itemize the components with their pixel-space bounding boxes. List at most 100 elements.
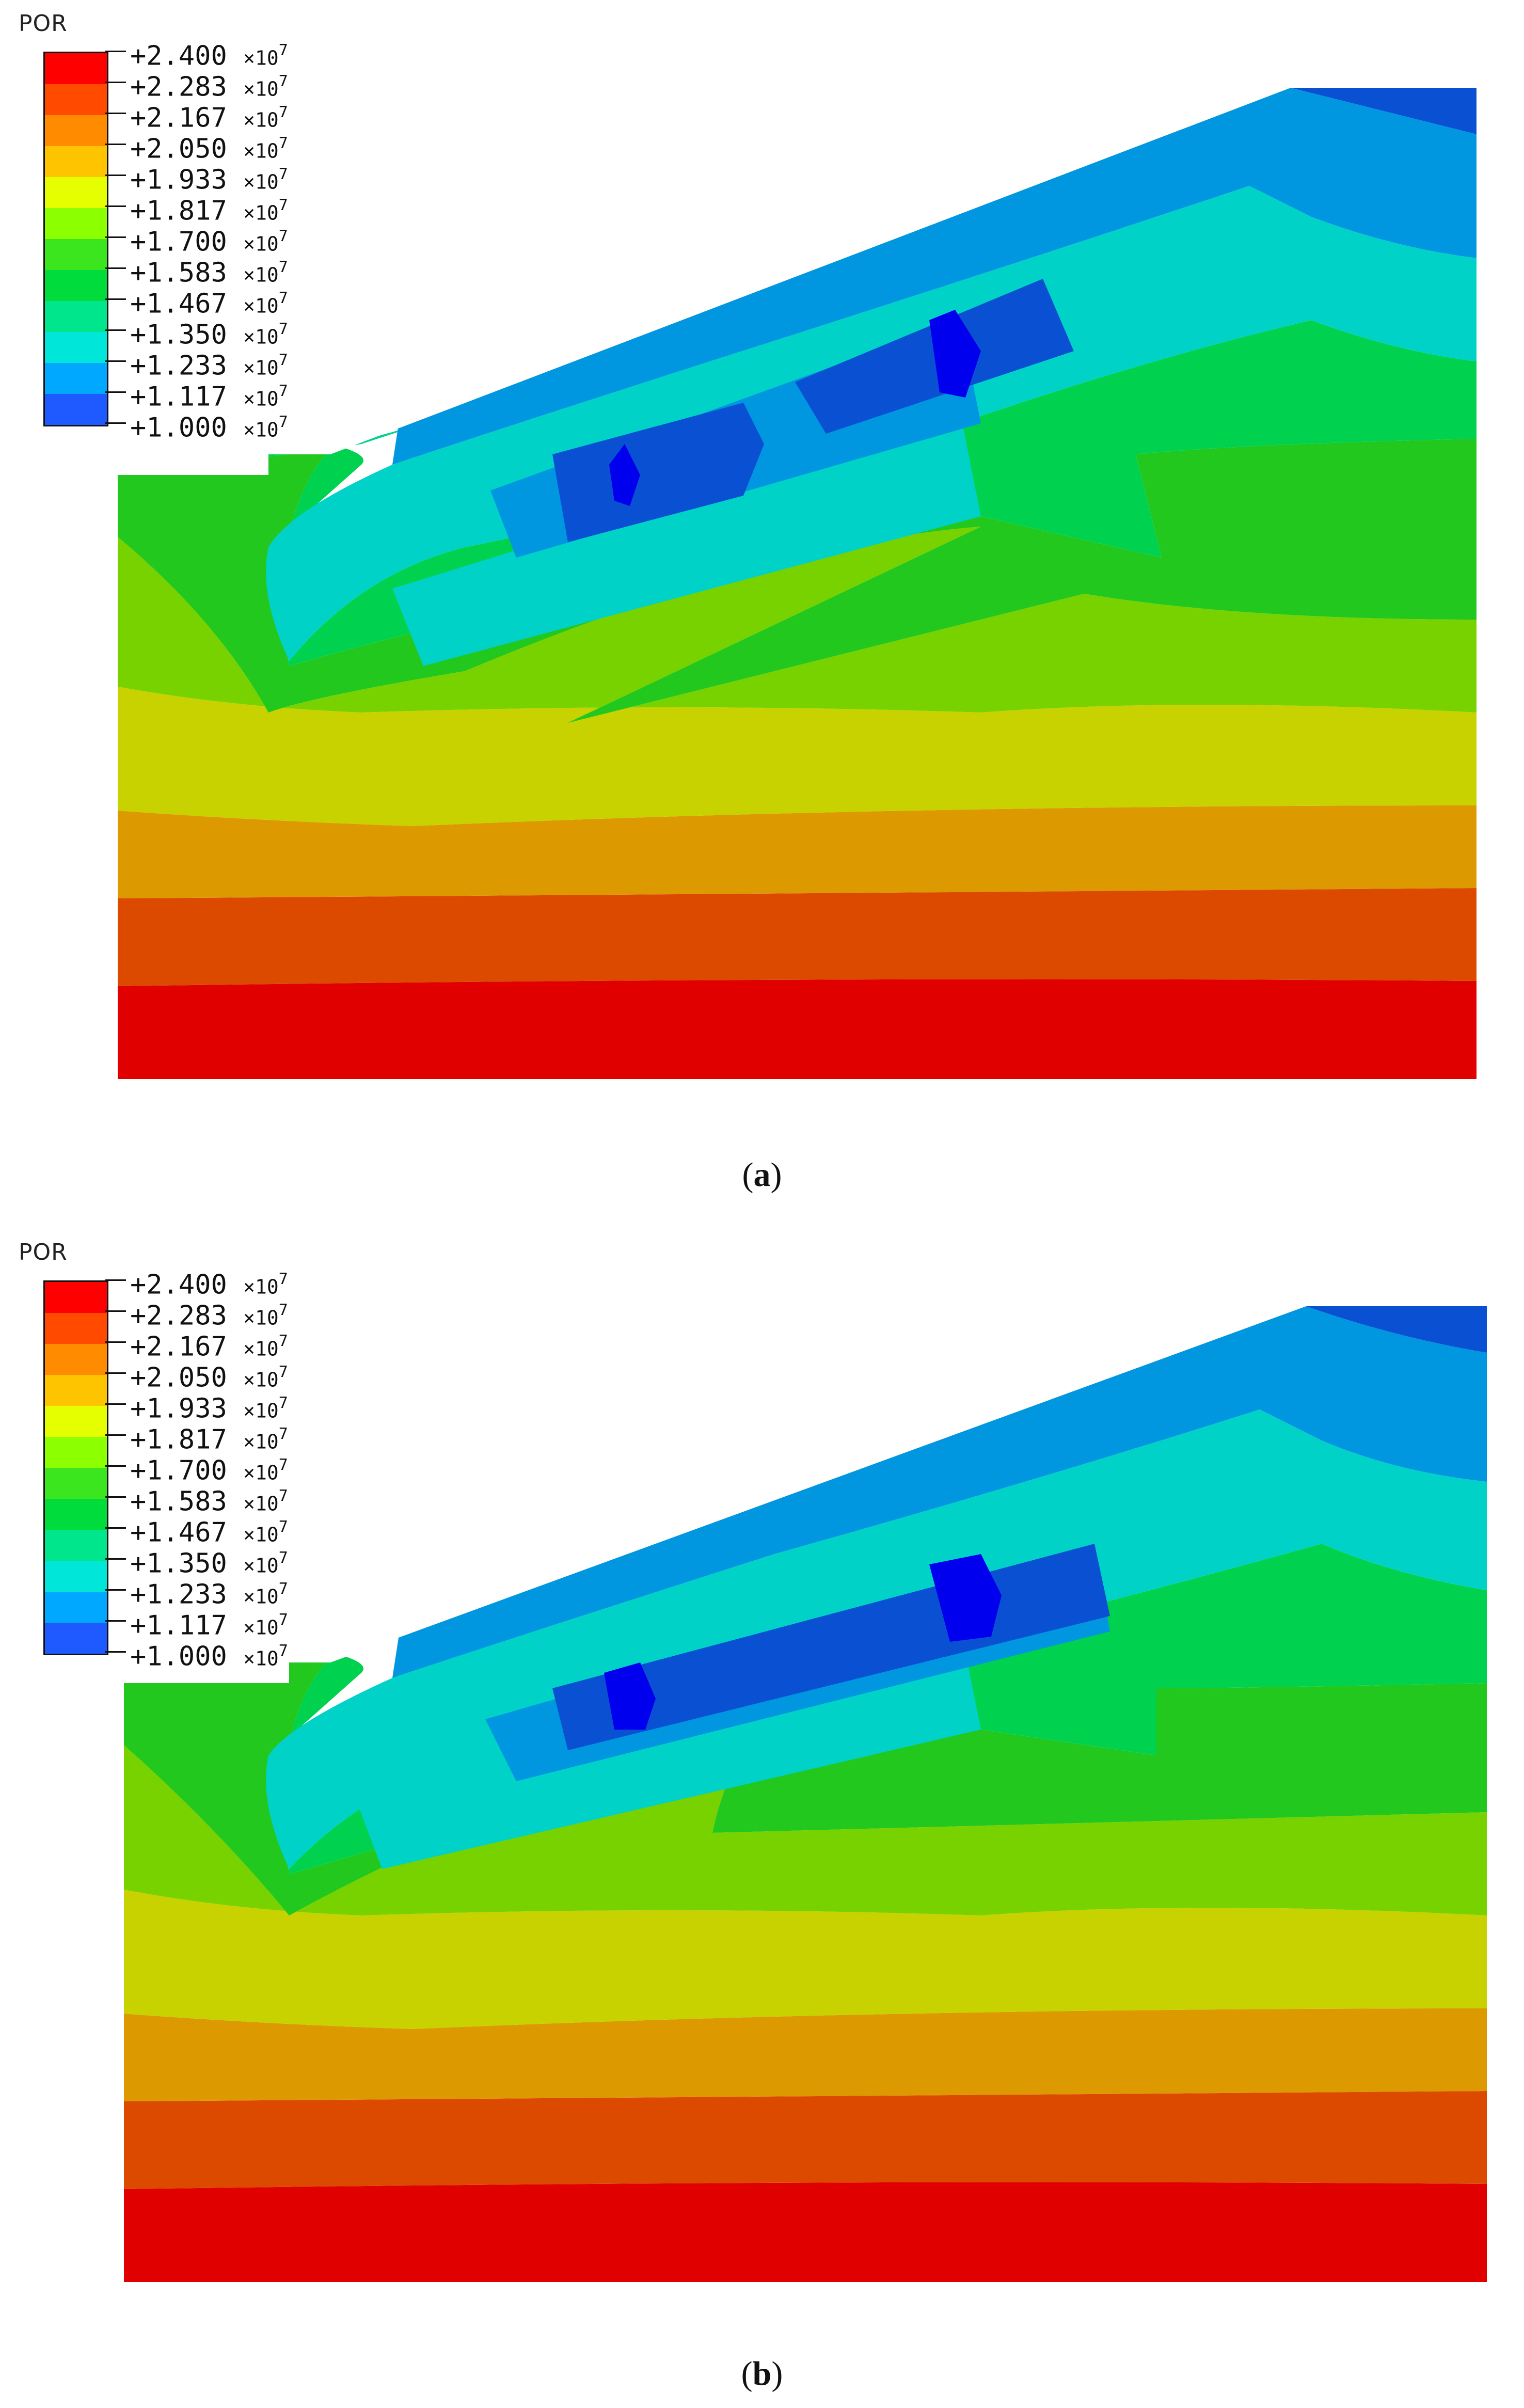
legend-tick: +1.000 ×107	[105, 1642, 332, 1682]
tick-label: +1.117 ×107	[130, 1610, 288, 1641]
legend-swatch	[45, 84, 107, 115]
band-blue	[1291, 88, 1477, 134]
tick-label: +1.700 ×107	[130, 226, 288, 258]
legend-variable-label: POR	[19, 10, 68, 37]
tick-label: +2.167 ×107	[130, 1331, 288, 1363]
inner-blue-left	[552, 403, 764, 542]
band-orange	[124, 2008, 1487, 2101]
panel-a: POR +2.400 ×107 +2.283 ×107 +2.167 ×107 +2.…	[19, 0, 1487, 1194]
band-orange-red	[124, 2091, 1487, 2189]
legend-swatch	[45, 53, 107, 84]
band-green	[124, 1657, 1487, 1915]
tick-label: +2.167 ×107	[130, 102, 288, 134]
band-red	[118, 979, 1477, 1079]
tick-label: +2.050 ×107	[130, 133, 288, 165]
legend-swatch	[45, 1561, 107, 1592]
tick-mark	[105, 144, 126, 145]
band-yellow	[118, 687, 1477, 826]
legend-swatch	[45, 332, 107, 363]
legend-swatch	[45, 1406, 107, 1437]
tick-label: +1.933 ×107	[130, 1393, 288, 1424]
tick-label: +1.583 ×107	[130, 1486, 288, 1517]
legend-tick: +1.117 ×107	[105, 382, 332, 422]
legend-swatch	[45, 208, 107, 239]
contour-plot-a	[118, 0, 1487, 1079]
tick-label: +1.000 ×107	[130, 1641, 288, 1672]
core-right	[929, 310, 981, 398]
tick-label: +1.000 ×107	[130, 412, 288, 443]
legend-tick: +1.350 ×107	[105, 320, 332, 360]
tick-mark	[105, 422, 126, 424]
tick-mark	[105, 267, 126, 269]
legend-tick: +1.467 ×107	[105, 1518, 332, 1558]
legend-tick: +2.400 ×107	[105, 1270, 332, 1310]
tick-mark	[105, 51, 126, 52]
legend-swatch	[45, 239, 107, 270]
legend-swatch	[45, 1468, 107, 1499]
tick-label: +1.467 ×107	[130, 1517, 288, 1548]
legend-tick: +2.050 ×107	[105, 134, 332, 175]
legend-swatch	[45, 1344, 107, 1375]
band-orange	[118, 805, 1477, 898]
tick-mark	[105, 113, 126, 114]
legend-swatch	[45, 146, 107, 177]
tick-mark	[105, 360, 126, 362]
tick-label: +1.233 ×107	[130, 1579, 288, 1610]
tick-mark	[105, 1372, 126, 1374]
tick-label: +2.283 ×107	[130, 71, 288, 103]
air-mask	[118, 0, 1487, 475]
legend-tick: +1.350 ×107	[105, 1549, 332, 1589]
legend-tick: +1.583 ×107	[105, 1487, 332, 1527]
legend-tick: +2.400 ×107	[105, 41, 332, 82]
tick-label: +1.350 ×107	[130, 1548, 288, 1579]
legend-tick: +2.283 ×107	[105, 72, 332, 113]
band-light-blue	[392, 88, 1477, 465]
legend-swatch	[45, 1530, 107, 1561]
legend-swatch	[45, 1282, 107, 1313]
legend-swatch	[45, 1313, 107, 1344]
legend-swatch	[45, 1592, 107, 1623]
legend-swatch	[45, 1623, 107, 1654]
legend-swatch	[45, 301, 107, 332]
tick-label: +1.933 ×107	[130, 164, 288, 196]
tick-mark	[105, 175, 126, 176]
tick-label: +1.233 ×107	[130, 350, 288, 382]
legend-tick: +2.167 ×107	[105, 1332, 332, 1372]
legend-tick: +1.817 ×107	[105, 1425, 332, 1465]
tick-mark	[105, 82, 126, 83]
tick-mark	[105, 1434, 126, 1436]
legend-tick: +1.700 ×107	[105, 227, 332, 267]
band-red	[124, 2182, 1487, 2282]
tick-mark	[105, 1310, 126, 1312]
tick-mark	[105, 1589, 126, 1591]
tick-label: +2.400 ×107	[130, 40, 288, 72]
core-left	[604, 1662, 656, 1730]
legend-swatch	[45, 363, 107, 394]
legend-tick: +1.233 ×107	[105, 1580, 332, 1620]
core-left	[609, 444, 640, 506]
core-right	[929, 1554, 1002, 1642]
band-yellow-green	[118, 527, 1477, 723]
contour-plot-b	[124, 1234, 1497, 2282]
legend-colorbar	[43, 1280, 108, 1655]
caption-b: (b)	[741, 2355, 783, 2393]
legend-swatch	[45, 115, 107, 146]
legend-swatch	[45, 1437, 107, 1468]
tick-mark	[105, 1527, 126, 1529]
caption-a: (a)	[742, 1156, 782, 1194]
legend-tick: +1.467 ×107	[105, 289, 332, 329]
band-yellow-green	[124, 1730, 1487, 1915]
tick-label: +2.050 ×107	[130, 1362, 288, 1393]
legend-swatch	[45, 1499, 107, 1530]
legend-tick: +1.817 ×107	[105, 196, 332, 236]
tick-label: +1.583 ×107	[130, 257, 288, 289]
legend-tick: +1.233 ×107	[105, 351, 332, 391]
tick-mark	[105, 1465, 126, 1467]
legend-tick: +1.933 ×107	[105, 165, 332, 205]
tick-label: +2.400 ×107	[130, 1269, 288, 1301]
tick-mark	[105, 1651, 126, 1653]
band-orange-red	[118, 888, 1477, 986]
tick-mark	[105, 1620, 126, 1622]
tick-label: +1.117 ×107	[130, 381, 288, 413]
legend-colorbar	[43, 52, 108, 426]
